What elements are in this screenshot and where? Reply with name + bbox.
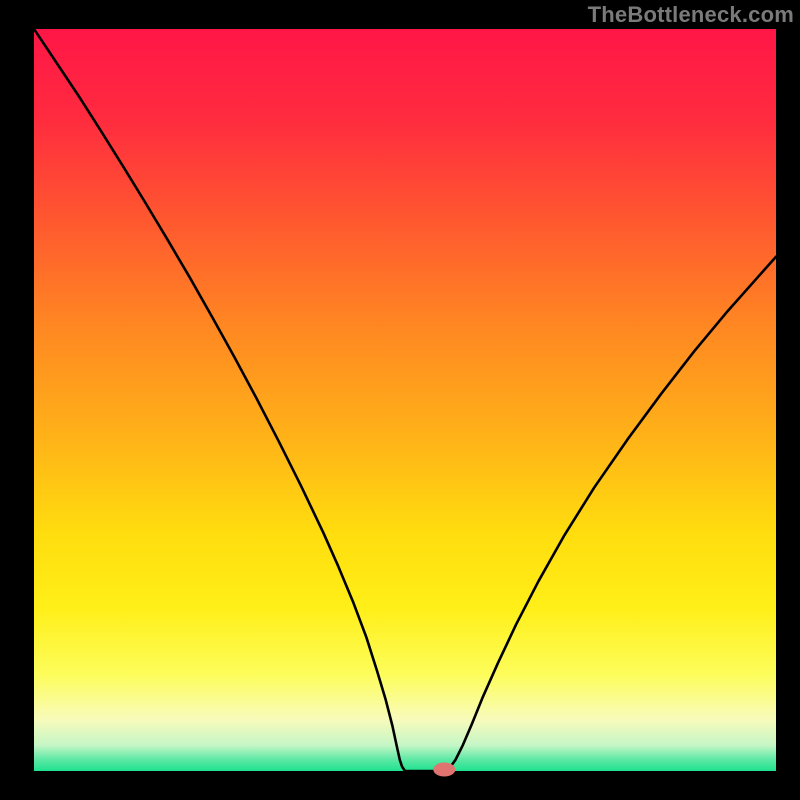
plot-gradient-background (34, 29, 776, 771)
watermark-text: TheBottleneck.com (588, 2, 794, 28)
optimum-marker (433, 763, 455, 777)
plot-area (34, 29, 776, 777)
bottleneck-chart (0, 0, 800, 800)
image-root: TheBottleneck.com (0, 0, 800, 800)
